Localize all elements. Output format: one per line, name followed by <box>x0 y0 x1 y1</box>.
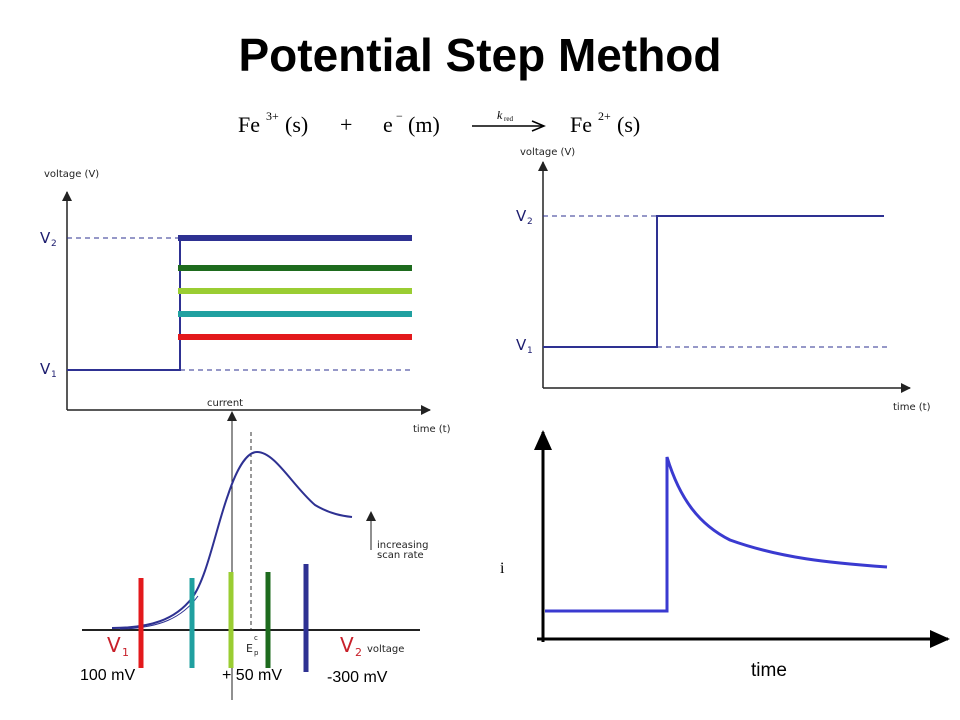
br-x-axis-label: time <box>751 660 787 681</box>
bl-v1-sub: 1 <box>122 646 129 659</box>
tl-v2-label: V <box>40 229 51 247</box>
tr-v1-label: V <box>516 336 527 354</box>
tr-step-trace <box>543 215 884 348</box>
bl-ep-label: E <box>246 642 253 655</box>
mv-label-minus300: -300 mV <box>327 669 388 686</box>
reaction-equation: Fe 3+ (s) + e − (m) k red Fe 2+ (s) <box>238 108 640 137</box>
eq-reactant-phase: (s) <box>285 112 308 137</box>
bl-ep-sup: c <box>254 634 258 642</box>
bl-y-axis-label: current <box>207 398 243 409</box>
slide-title: Potential Step Method <box>238 29 722 81</box>
eq-plus: + <box>340 112 352 137</box>
eq-product-charge: 2+ <box>598 109 611 123</box>
bl-annotation-line1: increasing <box>377 540 428 551</box>
eq-product-phase: (s) <box>617 112 640 137</box>
tr-v2-label: V <box>516 207 527 225</box>
br-y-axis-label: i <box>500 560 505 577</box>
eq-reactant: Fe <box>238 112 260 137</box>
bl-v2-sub: 2 <box>355 646 362 659</box>
eq-product: Fe <box>570 112 592 137</box>
eq-reactant-charge: 3+ <box>266 109 279 123</box>
bl-ep-sub: p <box>254 649 259 657</box>
tr-x-axis-label: time (t) <box>893 402 931 413</box>
bl-curve-shadow <box>119 595 199 630</box>
tl-v1-label: V <box>40 360 51 378</box>
tr-v1-sub: 1 <box>527 346 533 356</box>
tl-x-axis-label: time (t) <box>413 424 451 435</box>
bl-voltammogram-curve <box>111 450 353 629</box>
bl-v2-label: V <box>340 633 354 657</box>
tl-step-trace <box>67 238 181 371</box>
tl-v2-sub: 2 <box>51 239 57 249</box>
step-voltage-chart-right: voltage (V) time (t) V 2 V 1 <box>516 147 931 413</box>
eq-rate-sub: red <box>504 115 513 123</box>
current-transient-chart: i time <box>500 430 950 681</box>
step-voltage-chart-left: voltage (V) time (t) V 2 V 1 <box>40 169 451 435</box>
eq-electron-phase: (m) <box>408 112 440 137</box>
eq-arrow-head <box>531 120 546 132</box>
eq-electron-charge: − <box>396 109 403 123</box>
tl-y-axis-label: voltage (V) <box>44 169 99 180</box>
tr-y-axis-label: voltage (V) <box>520 147 575 158</box>
tr-v2-sub: 2 <box>527 217 533 227</box>
mv-label-100: 100 mV <box>80 667 135 684</box>
bl-annotation-line2: scan rate <box>377 550 424 561</box>
voltammogram-chart: current voltage increasing scan rate V 1… <box>80 398 428 700</box>
eq-rate-k: k <box>497 108 503 122</box>
tl-v1-sub: 1 <box>51 370 57 380</box>
br-current-curve <box>545 456 888 613</box>
eq-electron: e <box>383 112 393 137</box>
bl-x-axis-label: voltage <box>367 644 404 655</box>
bl-v1-label: V <box>107 633 121 657</box>
mv-label-plus50: + 50 mV <box>222 667 282 684</box>
